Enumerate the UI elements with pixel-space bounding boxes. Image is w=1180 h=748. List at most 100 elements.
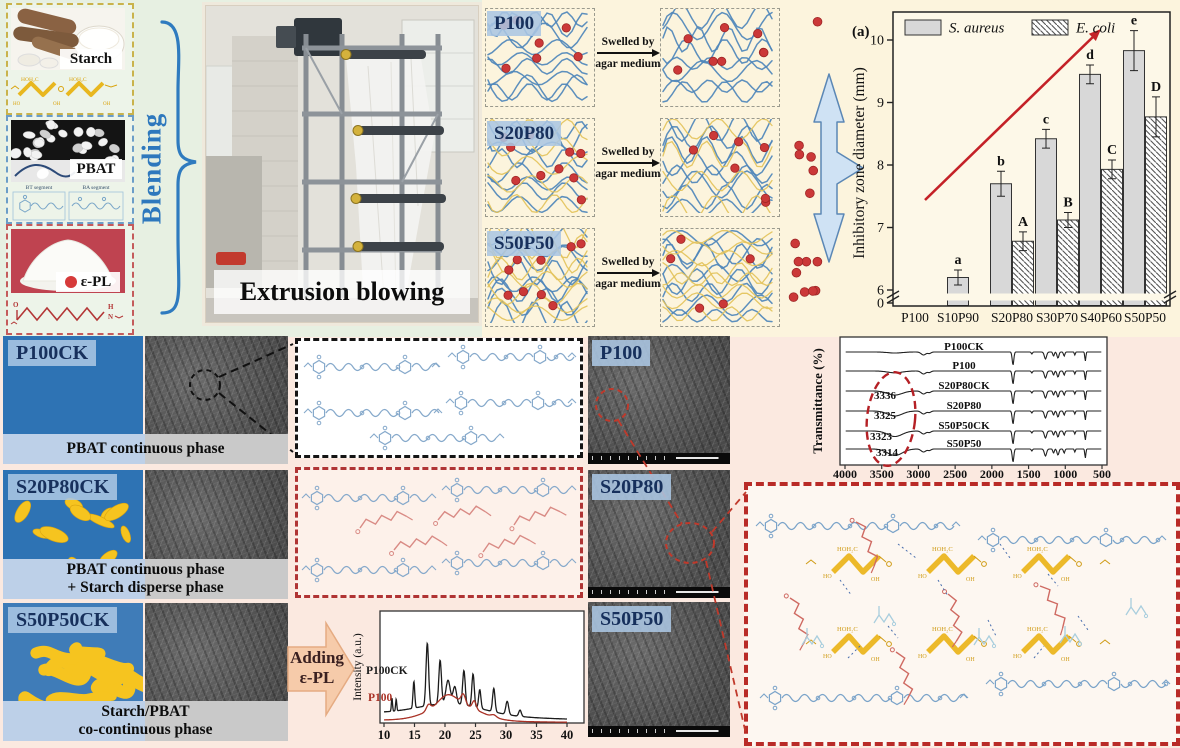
- caption-line1: PBAT continuous phase: [66, 439, 225, 457]
- sem-metadata-bar: [588, 587, 730, 598]
- released-epl-dots-p100: [812, 16, 823, 27]
- pbat-material-box: PBAT BT segment BA segment: [6, 115, 134, 224]
- svg-text:HOH₂C: HOH₂C: [837, 546, 858, 553]
- network-before-s20p80: [485, 118, 595, 217]
- svg-text:20: 20: [439, 728, 452, 742]
- svg-text:OH: OH: [1061, 657, 1070, 663]
- svg-text:15: 15: [408, 728, 421, 742]
- pbat-epl-chains-box: [295, 467, 583, 598]
- svg-text:S20P80: S20P80: [991, 310, 1033, 325]
- svg-text:HO: HO: [1013, 654, 1022, 660]
- svg-text:P100CK: P100CK: [366, 665, 408, 677]
- svg-text:D: D: [1151, 80, 1161, 95]
- svg-text:10: 10: [378, 728, 391, 742]
- svg-text:7: 7: [877, 221, 884, 236]
- caption-line2: co-continuous phase: [78, 721, 213, 738]
- svg-text:BT segment: BT segment: [26, 185, 53, 191]
- network-after-s50p50: [660, 228, 780, 327]
- svg-text:HO: HO: [823, 654, 832, 660]
- network-after-p100: [660, 8, 780, 107]
- svg-text:1500: 1500: [1017, 467, 1041, 480]
- svg-text:OH: OH: [53, 102, 61, 107]
- svg-text:B: B: [1063, 196, 1072, 211]
- svg-text:a: a: [955, 253, 962, 268]
- released-epl-dots-s50p50: [788, 238, 823, 302]
- adding-epl-label: Adding ε-PL: [288, 645, 346, 691]
- svg-text:H: H: [108, 303, 114, 311]
- swell-arrow-text2: agar medium: [595, 58, 661, 70]
- swelling-row-label-s20p80: S20P80: [487, 121, 562, 146]
- sem-metadata-bar: [588, 726, 730, 737]
- svg-text:3314: 3314: [876, 447, 899, 459]
- pbat-label: PBAT: [70, 159, 122, 179]
- swelling-row-label-p100: P100: [487, 11, 542, 36]
- starch-material-box: Starch HOH₂C HOH₂C HO OH OH: [6, 3, 134, 115]
- svg-text:3500: 3500: [870, 467, 894, 480]
- svg-text:3000: 3000: [906, 467, 930, 480]
- swell-arrow-s50p50: Swelled by agar medium: [594, 256, 662, 290]
- ftir-plot: 4000 3500 3000 2500 2000 1500 1000 500 Transmitt…: [812, 336, 1111, 480]
- svg-text:d: d: [1086, 48, 1094, 63]
- svg-text:P100: P100: [901, 310, 929, 325]
- svg-text:Inhibitory zone diameter (mm): Inhibitory zone diameter (mm): [851, 67, 868, 259]
- svg-text:e: e: [1131, 14, 1137, 29]
- svg-text:8: 8: [877, 159, 884, 174]
- svg-text:P100: P100: [952, 360, 976, 372]
- svg-text:S50P50: S50P50: [1124, 310, 1166, 325]
- ck-row-label-s20p80ck: S20P80CK: [8, 474, 118, 500]
- svg-text:P100CK: P100CK: [944, 341, 984, 353]
- svg-text:HO: HO: [1013, 574, 1022, 580]
- swell-arrow-text1: Swelled by: [601, 36, 655, 48]
- svg-text:HO: HO: [823, 574, 832, 580]
- svg-text:Transmittance (%): Transmittance (%): [812, 348, 825, 454]
- adding-epl-arrow-icon: [287, 620, 355, 718]
- svg-text:O: O: [13, 301, 19, 309]
- starch-structure-drawing: HOH₂C HOH₂C HO OH OH: [10, 77, 118, 107]
- flow-arrow-icon: [813, 73, 864, 263]
- svg-text:9: 9: [877, 96, 884, 111]
- swell-arrow-p100: Swelled by agar medium: [594, 36, 662, 70]
- epl-dot-icon: [64, 276, 77, 288]
- swell-arrow-text2: agar medium: [595, 278, 661, 290]
- swell-arrow-text2: agar medium: [595, 168, 661, 180]
- svg-text:OH: OH: [966, 577, 975, 583]
- caption-p100ck: PBAT continuous phase: [3, 434, 288, 464]
- caption-line1: Starch/PBAT: [101, 702, 190, 720]
- extrusion-machine-photo: Extrusion blowing: [205, 5, 479, 323]
- svg-text:S30P70: S30P70: [1036, 310, 1078, 325]
- svg-text:3325: 3325: [874, 410, 897, 422]
- swell-arrow-text1: Swelled by: [601, 256, 655, 268]
- svg-text:6: 6: [877, 284, 884, 299]
- svg-text:S50P50: S50P50: [947, 438, 982, 450]
- swell-arrow-text1: Swelled by: [601, 146, 655, 158]
- svg-text:S. aureus: S. aureus: [949, 21, 1004, 37]
- epl-row-label-s20p80: S20P80: [592, 474, 672, 500]
- svg-text:OH: OH: [966, 657, 975, 663]
- svg-text:1000: 1000: [1053, 467, 1077, 480]
- svg-text:OH: OH: [871, 657, 880, 663]
- svg-text:(a): (a): [852, 24, 870, 40]
- svg-text:40: 40: [561, 728, 574, 742]
- caption-line1: PBAT continuous phase: [66, 560, 225, 578]
- ck-row-label-s50p50ck: S50P50CK: [8, 607, 118, 633]
- svg-text:3336: 3336: [874, 390, 897, 402]
- svg-text:HOH₂C: HOH₂C: [932, 626, 953, 633]
- swelling-row-label-s50p50: S50P50: [487, 231, 562, 256]
- svg-text:c: c: [1043, 112, 1049, 127]
- svg-text:S40P60: S40P60: [1080, 310, 1122, 325]
- epl-structure-drawing: O HN: [10, 301, 124, 325]
- caption-s20p80ck: PBAT continuous phase + Starch disperse …: [3, 559, 288, 599]
- svg-text:30: 30: [500, 728, 513, 742]
- svg-text:25: 25: [469, 728, 482, 742]
- svg-text:Intensity (a.u.): Intensity (a.u.): [352, 633, 364, 701]
- svg-text:C: C: [1107, 143, 1117, 158]
- svg-text:10: 10: [870, 34, 884, 49]
- starch-label: Starch: [60, 49, 122, 69]
- svg-text:HOH₂C: HOH₂C: [932, 546, 953, 553]
- caption-s50p50ck: Starch/PBAT co-continuous phase: [3, 701, 288, 741]
- svg-text:OH: OH: [871, 577, 880, 583]
- network-after-s20p80: [660, 118, 780, 217]
- released-epl-dots-s20p80: [794, 140, 819, 199]
- right-arrow-icon: [597, 269, 660, 277]
